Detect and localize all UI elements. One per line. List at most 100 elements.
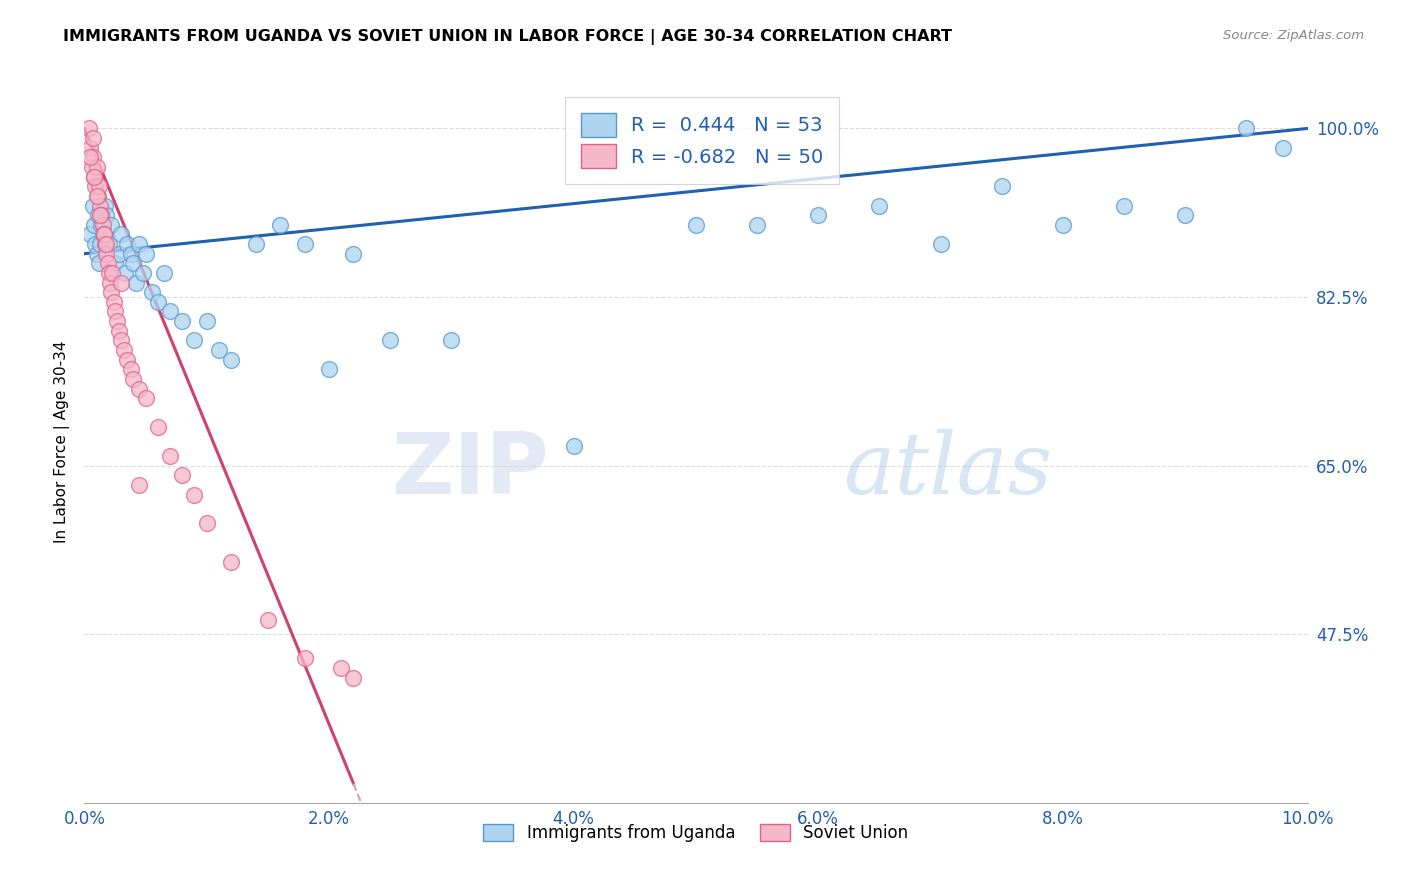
Point [120,246,142,260]
Point [93,227,115,242]
Point [84,179,107,194]
Point [100,285,122,300]
Point [83,169,105,184]
Point [141,285,163,300]
Point [96,237,118,252]
Point [991,179,1014,194]
Point [104,304,127,318]
Point [128,478,150,492]
Point [380,334,402,348]
Point [294,651,316,665]
Point [128,237,150,252]
Point [87,208,110,222]
Point [1052,218,1074,232]
Point [89,198,111,212]
Point [172,314,194,328]
Point [94,237,117,252]
Point [869,198,891,212]
Point [685,218,707,232]
Point [91,227,114,242]
Point [86,246,108,260]
Text: Source: ZipAtlas.com: Source: ZipAtlas.com [1223,29,1364,43]
Point [77,121,100,136]
Point [97,256,120,270]
Point [100,218,122,232]
Point [82,198,104,212]
Point [91,218,114,232]
Text: ZIP: ZIP [391,429,550,512]
Point [128,382,150,396]
Point [146,294,169,309]
Point [79,150,101,164]
Point [90,218,112,232]
Point [115,352,138,367]
Point [146,420,169,434]
Point [440,334,463,348]
Point [183,334,205,348]
Point [93,227,115,242]
Point [80,160,103,174]
Point [122,256,145,270]
Point [82,131,104,145]
Point [1114,198,1136,212]
Point [89,237,111,252]
Point [110,276,132,290]
Point [86,160,108,174]
Point [257,613,280,627]
Text: IMMIGRANTS FROM UGANDA VS SOVIET UNION IN LABOR FORCE | AGE 30-34 CORRELATION CH: IMMIGRANTS FROM UGANDA VS SOVIET UNION I… [63,29,952,45]
Point [82,150,104,164]
Point [294,237,316,252]
Point [1272,141,1295,155]
Point [86,189,108,203]
Point [97,266,120,280]
Point [107,324,129,338]
Point [929,237,952,252]
Point [562,439,585,453]
Point [120,362,142,376]
Point [135,246,157,260]
Point [79,227,101,242]
Point [195,314,218,328]
Point [342,671,364,685]
Point [219,555,242,569]
Point [83,169,105,184]
Point [330,661,353,675]
Point [104,256,127,270]
Point [79,141,101,155]
Point [183,487,205,501]
Point [1236,121,1258,136]
Point [1174,208,1197,222]
Point [153,266,176,280]
Point [89,208,111,222]
Point [87,189,110,203]
Point [103,294,125,309]
Point [245,237,267,252]
Point [112,343,135,357]
Text: atlas: atlas [842,429,1052,512]
Point [135,391,157,405]
Point [94,198,117,212]
Point [114,266,136,280]
Point [342,246,364,260]
Point [110,227,132,242]
Point [87,256,110,270]
Point [747,218,769,232]
Point [96,246,118,260]
Point [110,334,132,348]
Point [132,266,155,280]
Point [208,343,231,357]
Point [84,237,107,252]
Point [96,208,118,222]
Point [115,237,138,252]
Point [97,237,120,252]
Point [172,468,194,483]
Point [101,266,124,280]
Point [159,449,181,463]
Legend: Immigrants from Uganda, Soviet Union: Immigrants from Uganda, Soviet Union [477,817,915,848]
Point [105,314,128,328]
Point [195,516,218,531]
Point [269,218,291,232]
Point [83,218,105,232]
Point [807,208,830,222]
Point [125,276,148,290]
